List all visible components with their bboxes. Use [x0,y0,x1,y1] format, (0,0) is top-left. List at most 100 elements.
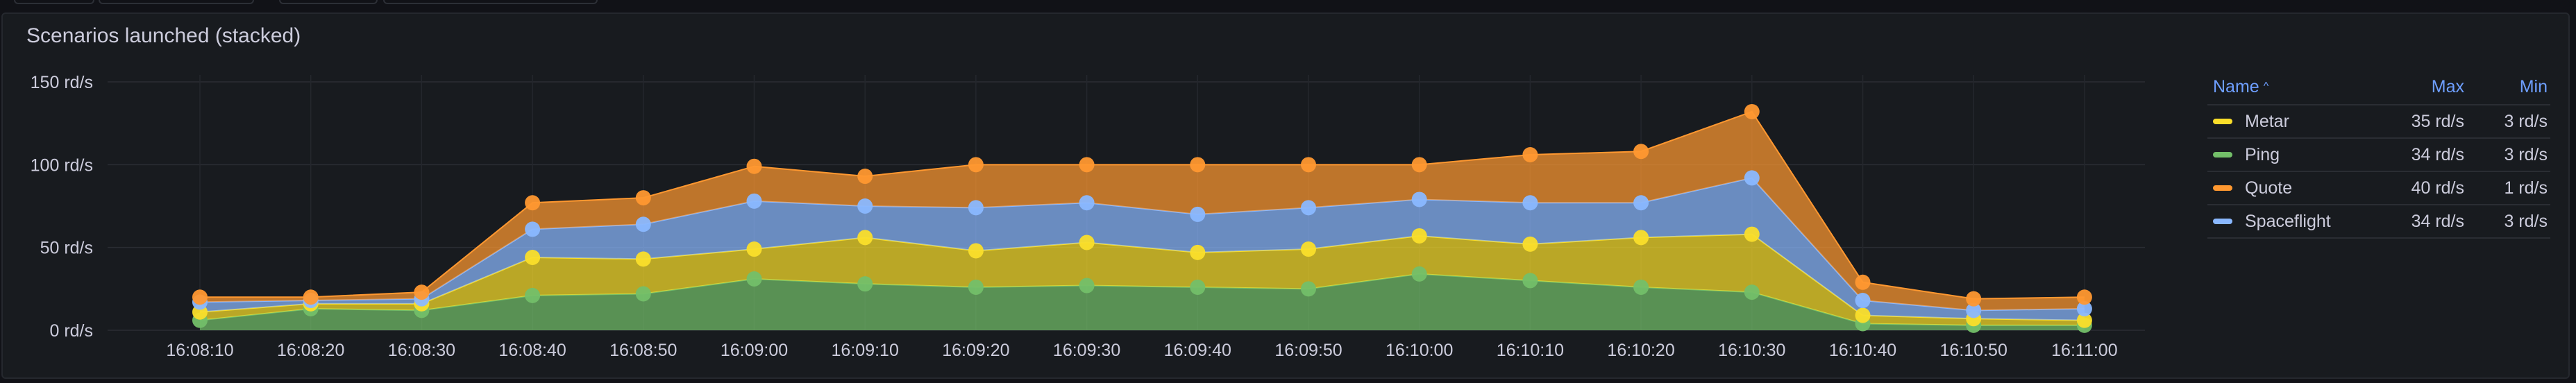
area-quote [200,111,2085,311]
point-spaceflight [1190,206,1206,222]
point-ping [1633,279,1649,295]
x-tick-label: 16:08:30 [388,341,455,360]
y-tick-label: 50 rd/s [40,239,93,258]
x-tick-label: 16:09:50 [1274,341,1342,360]
legend-min-quote: 1 rd/s [2504,178,2548,198]
line-quote [200,110,2085,300]
point-quote [414,284,430,300]
point-quote [968,157,984,173]
point-quote [635,190,651,206]
y-tick-label: 0 rd/s [49,321,93,341]
point-quote [1301,157,1316,173]
x-tick-label: 16:09:20 [942,341,1009,360]
point-metar [2076,312,2092,328]
legend-min-metar: 3 rd/s [2504,111,2548,131]
point-quote [1855,274,1871,290]
legend-row-metar[interactable]: Metar 35 rd/s 3 rd/s [2207,105,2550,139]
legend-header-min[interactable]: Min [2519,76,2548,96]
legend-max-metar: 35 rd/s [2411,111,2464,131]
legend-label-metar: Metar [2245,111,2289,131]
point-spaceflight [857,198,873,214]
point-spaceflight [1633,195,1649,211]
x-tick-label: 16:10:20 [1607,341,1674,360]
point-spaceflight [746,193,762,209]
point-spaceflight [1411,192,1427,207]
panel-title[interactable]: Scenarios launched (stacked) [26,24,301,47]
x-tick-label: 16:11:00 [2051,341,2117,360]
point-quote [857,169,873,185]
x-tick-label: 16:10:30 [1718,341,1785,360]
legend-row-spaceflight[interactable]: Spaceflight 34 rd/s 3 rd/s [2207,205,2550,239]
legend-max-quote: 40 rd/s [2411,178,2464,198]
x-tick-label: 16:10:00 [1386,341,1453,360]
point-metar [1744,226,1760,242]
x-tick-label: 16:09:10 [832,341,899,360]
legend-label-spaceflight: Spaceflight [2245,211,2331,231]
legend-header-max[interactable]: Max [2431,76,2464,96]
point-metar [1301,241,1316,257]
point-quote [746,158,762,174]
legend-row-quote[interactable]: Quote 40 rd/s 1 rd/s [2207,172,2550,205]
x-tick-label: 16:09:40 [1164,341,1231,360]
area-ping [200,273,2085,330]
legend-max-spaceflight: 34 rd/s [2411,211,2464,231]
x-tick-label: 16:08:40 [498,341,566,360]
point-metar [1522,236,1538,252]
point-ping [1411,266,1427,282]
point-quote [1744,103,1760,119]
point-spaceflight [968,200,984,216]
point-spaceflight [1744,170,1760,186]
point-spaceflight [525,221,541,237]
toolbar-stub-2 [99,0,254,4]
point-metar [968,243,984,259]
point-ping [635,286,651,302]
x-tick-label: 16:09:00 [721,341,788,360]
legend-min-spaceflight: 3 rd/s [2504,211,2548,231]
legend-swatch-spaceflight [2213,219,2232,224]
x-tick-label: 16:10:40 [1829,341,1896,360]
legend-header: Name ^ Max Min [2207,69,2550,105]
legend-row-ping[interactable]: Ping 34 rd/s 3 rd/s [2207,139,2550,172]
point-ping [1190,279,1206,295]
legend-header-name[interactable]: Name ^ [2207,77,2360,97]
point-ping [968,279,984,295]
point-metar [525,249,541,265]
point-metar [746,241,762,257]
area-spaceflight [200,178,2085,321]
point-ping [746,271,762,287]
x-tick-label: 16:08:10 [166,341,233,360]
x-tick-label: 16:09:30 [1053,341,1120,360]
point-quote [1633,144,1649,160]
point-metar [635,251,651,267]
point-metar [1855,307,1871,323]
legend-label-ping: Ping [2245,144,2280,164]
point-metar [1633,230,1649,246]
point-ping [1744,284,1760,300]
toolbar-stub-4 [383,0,598,4]
point-quote [2076,289,2092,305]
legend-label-quote: Quote [2245,178,2293,198]
point-quote [192,289,208,305]
legend-swatch-quote [2213,185,2232,191]
point-quote [525,195,541,211]
sort-ascending-icon: ^ [2263,80,2269,92]
point-quote [303,289,319,305]
point-metar [857,230,873,246]
point-spaceflight [1079,195,1095,211]
toolbar-stub-3 [279,0,378,4]
point-quote [1411,157,1427,173]
legend-max-ping: 34 rd/s [2411,144,2464,164]
point-quote [1966,291,1982,307]
legend-table: Name ^ Max Min Metar 35 rd/s 3 rd/s Ping… [2207,69,2550,239]
point-ping [857,276,873,292]
x-tick-label: 16:10:10 [1497,341,1564,360]
x-tick-label: 16:08:20 [277,341,344,360]
legend-header-name-label: Name [2213,76,2259,96]
y-tick-label: 100 rd/s [31,155,93,175]
point-ping [525,287,541,303]
point-quote [1190,157,1206,173]
point-spaceflight [2076,300,2092,316]
point-ping [1522,273,1538,289]
point-spaceflight [1522,195,1538,211]
